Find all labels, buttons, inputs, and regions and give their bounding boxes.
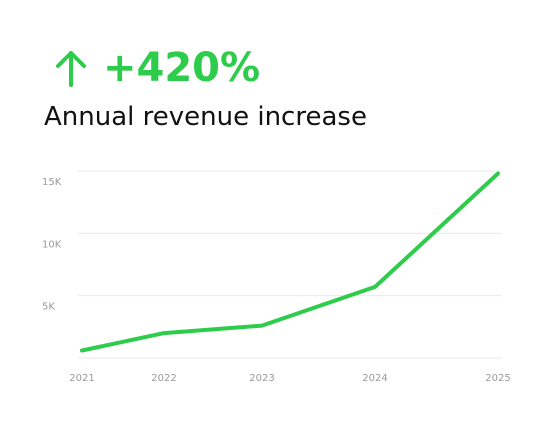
series-line bbox=[80, 171, 500, 353]
x-tick-label: 2024 bbox=[362, 373, 387, 384]
headline: +420% bbox=[53, 46, 260, 90]
y-tick-label: 5K bbox=[42, 302, 55, 313]
x-tick-label: 2022 bbox=[151, 373, 176, 384]
chart-subtitle: Annual revenue increase bbox=[44, 102, 367, 132]
y-axis-ticks: 5K 10K 15K bbox=[42, 177, 62, 313]
x-axis-ticks: 2021 2022 2023 2024 2025 bbox=[69, 373, 510, 384]
series-layer bbox=[80, 171, 500, 353]
x-tick-label: 2025 bbox=[485, 373, 510, 384]
percent-change: +420% bbox=[103, 45, 261, 91]
grid-lines bbox=[78, 170, 502, 359]
arrow-up-icon bbox=[53, 48, 89, 88]
y-tick-label: 15K bbox=[42, 177, 62, 188]
y-tick-label: 10K bbox=[42, 239, 62, 250]
x-tick-label: 2023 bbox=[249, 373, 274, 384]
x-tick-label: 2021 bbox=[69, 373, 94, 384]
